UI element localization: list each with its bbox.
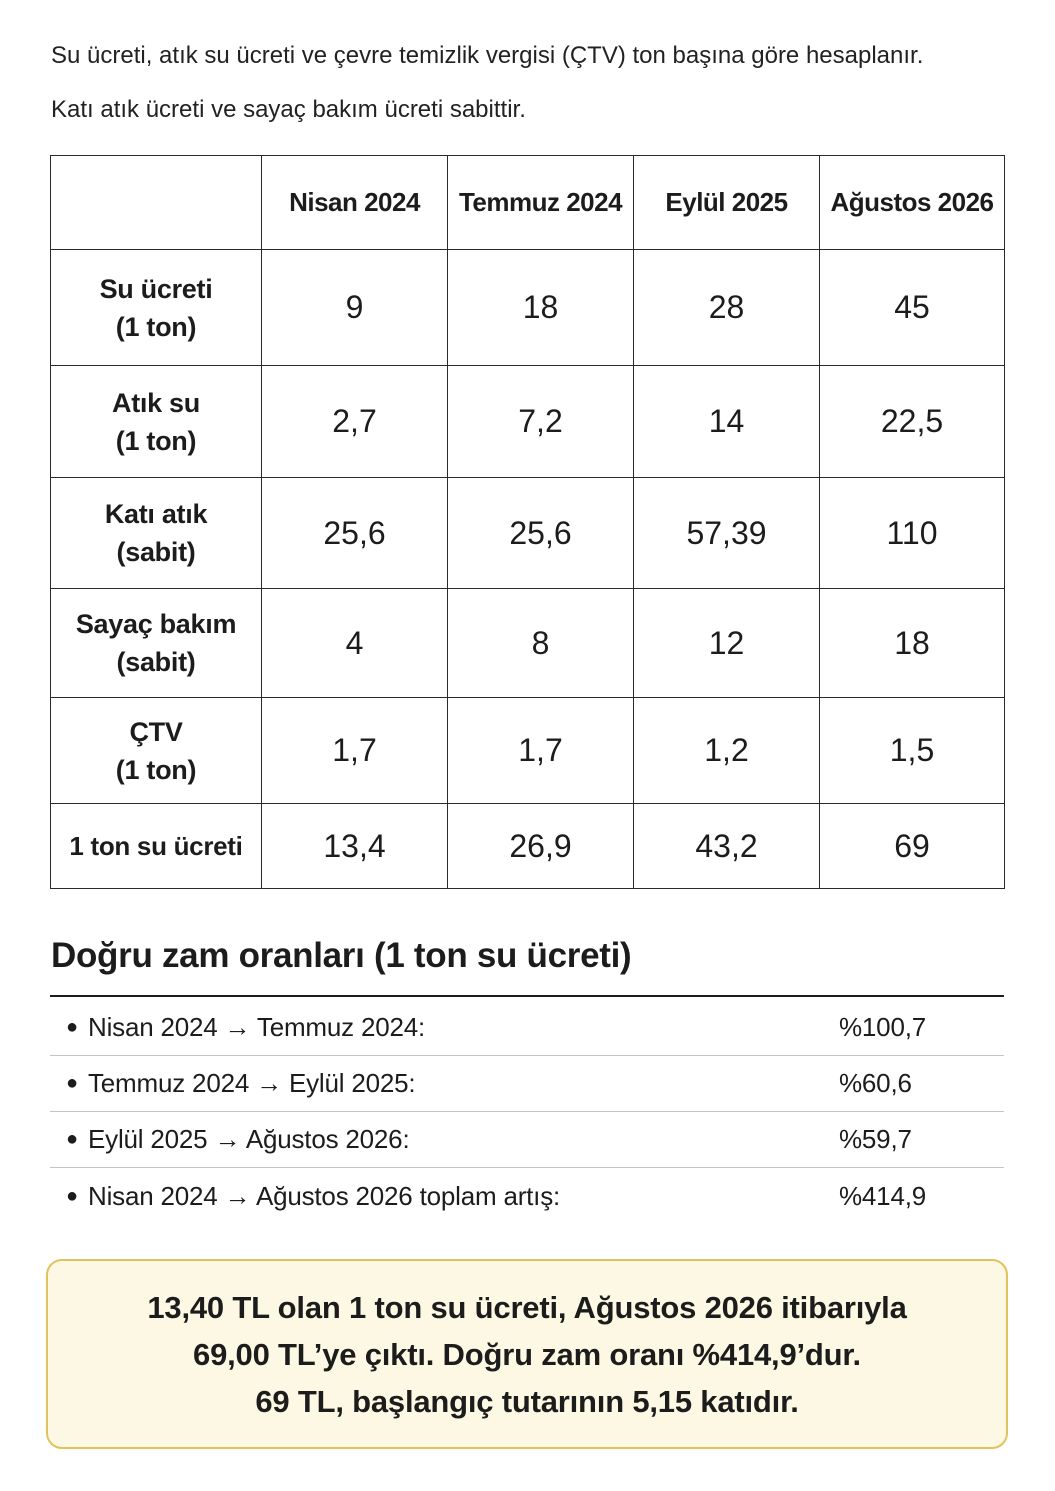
table-cell: 18 xyxy=(447,249,634,366)
table-cell: 1,5 xyxy=(819,697,1005,804)
summary-line-2: 69,00 TL’ye çıktı. Doğru zam oranı %414,… xyxy=(193,1336,861,1372)
table-cell: 110 xyxy=(819,477,1005,589)
list-item: ● Nisan 2024 → Ağustos 2026 toplam artış… xyxy=(50,1168,1004,1224)
row-header-line-1: Atık su xyxy=(112,387,200,418)
row-header: Atık su (1 ton) xyxy=(50,365,262,478)
table-cell: 8 xyxy=(447,588,634,698)
rate-value: %59,7 xyxy=(839,1124,912,1154)
summary-callout: 13,40 TL olan 1 ton su ücreti, Ağustos 2… xyxy=(46,1259,1008,1449)
row-header: 1 ton su ücreti xyxy=(50,803,262,889)
section-title: Doğru zam oranları (1 ton su ücreti) xyxy=(51,936,632,975)
table-cell: 25,6 xyxy=(261,477,448,589)
column-header-eylul-2025: Eylül 2025 xyxy=(633,155,820,250)
table-row-total: 1 ton su ücreti 13,4 26,9 43,2 69 xyxy=(50,803,1005,889)
rate-label: Temmuz 2024 → Eylül 2025: xyxy=(88,1068,416,1098)
table-cell: 14 xyxy=(633,365,820,478)
table-cell: 13,4 xyxy=(261,803,448,889)
row-header: ÇTV (1 ton) xyxy=(50,697,262,804)
table-row-sayac-bakim: Sayaç bakım (sabit) 4 8 12 18 xyxy=(50,588,1005,698)
table-cell: 22,5 xyxy=(819,365,1005,478)
bullet-icon: ● xyxy=(65,1128,79,1150)
row-header-line-1: Su ücreti xyxy=(99,273,213,304)
list-item: ● Eylül 2025 → Ağustos 2026: %59,7 xyxy=(50,1112,1004,1168)
rate-label: Nisan 2024 → Ağustos 2026 toplam artış: xyxy=(88,1180,561,1211)
intro-text-line-2: Katı atık ücreti ve sayaç bakım ücreti s… xyxy=(51,96,526,123)
table-row-kati-atik: Katı atık (sabit) 25,6 25,6 57,39 110 xyxy=(50,477,1005,589)
table-cell: 12 xyxy=(633,588,820,698)
rate-value: %60,6 xyxy=(839,1068,912,1098)
table-cell: 26,9 xyxy=(447,803,634,889)
water-price-table: Nisan 2024 Temmuz 2024 Eylül 2025 Ağusto… xyxy=(50,155,1005,889)
row-header-line-2: (1 ton) xyxy=(115,754,197,785)
column-header-nisan-2024: Nisan 2024 xyxy=(261,155,448,250)
table-header-row: Nisan 2024 Temmuz 2024 Eylül 2025 Ağusto… xyxy=(50,155,1005,250)
table-cell: 2,7 xyxy=(261,365,448,478)
table-corner-cell xyxy=(50,155,262,250)
column-header-agustos-2026: Ağustos 2026 xyxy=(819,155,1005,250)
table-cell: 69 xyxy=(819,803,1005,889)
table-cell: 1,7 xyxy=(447,697,634,804)
row-header-line-2: (1 ton) xyxy=(115,425,197,456)
rate-list: ● Nisan 2024 → Temmuz 2024: %100,7 ● Tem… xyxy=(50,1000,1004,1224)
section-divider xyxy=(50,995,1004,997)
table-row-atik-su: Atık su (1 ton) 2,7 7,2 14 22,5 xyxy=(50,365,1005,478)
intro-text-line-1: Su ücreti, atık su ücreti ve çevre temiz… xyxy=(51,42,924,69)
table-cell: 18 xyxy=(819,588,1005,698)
table-row-su-ucreti: Su ücreti (1 ton) 9 18 28 45 xyxy=(50,249,1005,366)
table-cell: 7,2 xyxy=(447,365,634,478)
row-header-line-1: 1 ton su ücreti xyxy=(69,831,243,861)
table-cell: 57,39 xyxy=(633,477,820,589)
bullet-icon: ● xyxy=(65,1072,79,1094)
table-cell: 28 xyxy=(633,249,820,366)
row-header: Katı atık (sabit) xyxy=(50,477,262,589)
table-cell: 9 xyxy=(261,249,448,366)
table-cell: 1,2 xyxy=(633,697,820,804)
table-cell: 43,2 xyxy=(633,803,820,889)
column-header-temmuz-2024: Temmuz 2024 xyxy=(447,155,634,250)
list-item: ● Nisan 2024 → Temmuz 2024: %100,7 xyxy=(50,1000,1004,1056)
table-cell: 45 xyxy=(819,249,1005,366)
row-header-line-1: Sayaç bakım xyxy=(75,609,237,639)
table-row-ctv: ÇTV (1 ton) 1,7 1,7 1,2 1,5 xyxy=(50,697,1005,804)
summary-line-3: 69 TL, başlangıç tutarının 5,15 katıdır. xyxy=(255,1383,799,1419)
row-header-line-2: (sabit) xyxy=(116,647,196,677)
row-header-line-2: (sabit) xyxy=(116,537,196,567)
list-item: ● Temmuz 2024 → Eylül 2025: %60,6 xyxy=(50,1056,1004,1112)
rate-value: %100,7 xyxy=(839,1012,926,1042)
table-cell: 25,6 xyxy=(447,477,634,589)
row-header-line-2: (1 ton) xyxy=(115,311,197,342)
row-header-line-1: Katı atık xyxy=(104,499,208,529)
row-header: Sayaç bakım (sabit) xyxy=(50,588,262,698)
table-cell: 4 xyxy=(261,588,448,698)
row-header: Su ücreti (1 ton) xyxy=(50,249,262,366)
row-header-line-1: ÇTV xyxy=(129,716,183,747)
summary-line-1: 13,40 TL olan 1 ton su ücreti, Ağustos 2… xyxy=(147,1289,907,1325)
table-cell: 1,7 xyxy=(261,697,448,804)
rate-value: %414,9 xyxy=(839,1180,926,1211)
rate-label: Nisan 2024 → Temmuz 2024: xyxy=(88,1012,426,1042)
bullet-icon: ● xyxy=(65,1184,79,1207)
bullet-icon: ● xyxy=(65,1016,79,1038)
rate-label: Eylül 2025 → Ağustos 2026: xyxy=(88,1124,410,1154)
